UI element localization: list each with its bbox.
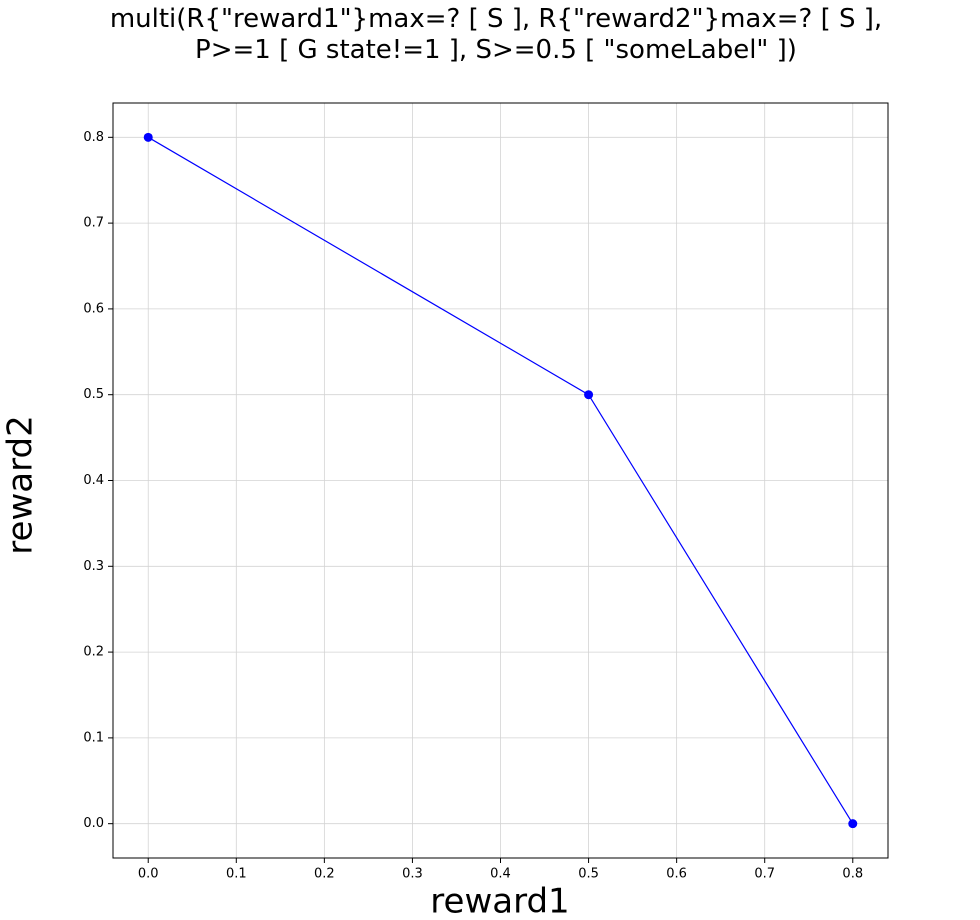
x-tick-label: 0.8 — [842, 867, 863, 882]
y-tick-label: 0.2 — [83, 645, 104, 660]
y-tick-label: 0.4 — [83, 473, 104, 488]
x-axis-label: reward1 — [430, 882, 569, 920]
y-tick-label: 0.0 — [83, 816, 104, 831]
x-tick-label: 0.5 — [578, 867, 599, 882]
plot-frame — [112, 102, 889, 859]
y-tick-label: 0.7 — [83, 216, 104, 231]
x-tick-label: 0.2 — [314, 867, 335, 882]
x-tick-label: 0.0 — [138, 867, 159, 882]
point — [584, 390, 594, 400]
x-tick-label: 0.6 — [666, 867, 687, 882]
point — [143, 132, 153, 142]
y-tick-label: 0.6 — [83, 301, 104, 316]
y-tick-label: 0.8 — [83, 130, 104, 145]
x-tick-label: 0.3 — [402, 867, 423, 882]
x-tick-label: 0.1 — [226, 867, 247, 882]
y-axis-label: reward2 — [1, 415, 41, 554]
y-tick-label: 0.5 — [83, 387, 104, 402]
y-tick-label: 0.1 — [83, 730, 104, 745]
x-tick-label: 0.7 — [754, 867, 775, 882]
chart-title: multi(R{"reward1"}max=? [ S ], R{"reward… — [109, 4, 883, 65]
point — [848, 819, 858, 829]
x-tick-label: 0.4 — [490, 867, 511, 882]
y-tick-label: 0.3 — [83, 559, 104, 574]
